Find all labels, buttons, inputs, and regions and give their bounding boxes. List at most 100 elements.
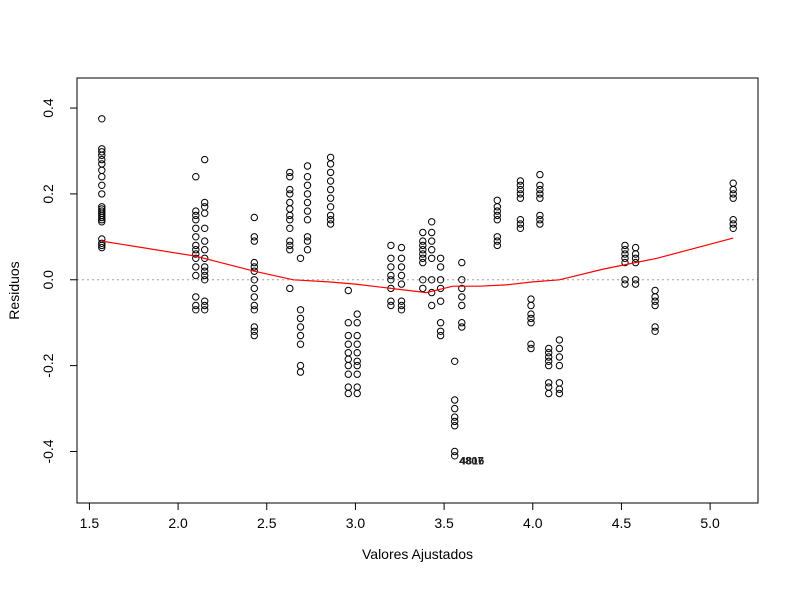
residual-point [326,211,335,220]
residual-point [729,220,737,228]
residual-point [344,370,352,378]
residual-point [516,181,525,190]
residual-point [527,344,535,353]
residual-point [419,241,427,250]
residual-point [201,271,209,280]
residual-point [545,357,553,365]
residual-point [303,246,312,254]
residual-point [555,353,564,361]
residual-point [419,237,427,245]
residual-point [286,246,294,254]
residual-point [303,190,312,198]
y-tick-label: -0.2 [40,353,56,377]
residual-point [436,276,445,284]
x-tick-label: 5.0 [700,515,720,531]
residual-point [286,190,294,198]
residual-point [516,185,525,194]
residual-point [631,258,640,267]
residual-point [353,340,361,348]
residual-point [353,370,361,378]
residual-point [387,297,395,305]
residual-point [451,447,459,456]
residual-point [192,246,200,254]
residual-point [201,254,209,262]
residual-point [451,357,459,365]
residual-point [516,190,525,198]
residual-point [516,194,525,202]
residual-point [353,361,361,370]
residual-point [428,276,436,284]
residual-point [397,306,406,314]
residual-point [458,284,466,293]
residual-point [458,301,466,310]
residual-point [545,349,553,357]
residual-point [516,220,525,228]
residual-point [536,181,544,190]
residual-point [344,331,352,340]
residual-point [451,413,459,421]
residual-point [303,233,312,241]
residual-point [192,293,200,301]
residual-point [98,151,106,160]
residual-point [428,246,436,254]
residual-point [286,284,294,293]
residual-point [493,241,501,250]
residual-point [516,177,525,185]
residual-point [353,319,361,327]
x-axis: 1.5 2.0 2.5 3.0 3.5 4.0 4.5 5.0 [80,502,720,531]
residual-point [729,216,737,224]
residual-point [201,198,209,207]
residual-point [651,327,659,335]
residual-point [303,237,312,245]
residual-point [397,263,406,271]
residual-point [419,276,427,284]
residual-point [250,233,259,241]
residual-point [419,258,427,267]
residual-point [201,276,209,284]
residual-point [397,271,406,280]
y-axis-title: Residuos [6,261,22,319]
residual-point [729,224,737,233]
residual-point [387,241,395,250]
residual-point [250,306,259,314]
residual-point [303,216,312,224]
residual-point [353,349,361,357]
residual-point [303,181,312,190]
residual-point [250,293,259,301]
outlier-label: 4807 [459,455,483,467]
residual-point [555,389,564,398]
residual-point [250,237,259,245]
residual-point [458,319,466,327]
residual-point [98,181,106,190]
residual-point [527,301,535,310]
residual-point [493,207,501,215]
residual-points [98,115,737,460]
residual-point [326,194,335,202]
residual-point [286,237,294,245]
residual-point [201,263,209,271]
residual-point [621,241,629,250]
y-tick-label: -0.4 [40,439,56,463]
residual-point [344,340,352,348]
residual-point [621,280,629,288]
residual-point [201,301,209,310]
residual-point [201,209,209,217]
residual-point [419,254,427,262]
residual-point [201,297,209,305]
residual-point [436,319,445,327]
residual-point [536,170,544,179]
residual-point [303,173,312,181]
residual-point [493,211,501,220]
residual-point [192,306,200,314]
y-tick-label: 0.4 [40,98,56,118]
residual-point [458,323,466,331]
residual-point [250,258,259,267]
residual-point [451,417,459,426]
residual-point [621,254,629,262]
residual-point [98,213,106,222]
residual-point [250,284,259,293]
residual-point [397,280,406,288]
residual-point [296,340,305,348]
residual-point [428,218,436,226]
residual-point [326,185,335,194]
